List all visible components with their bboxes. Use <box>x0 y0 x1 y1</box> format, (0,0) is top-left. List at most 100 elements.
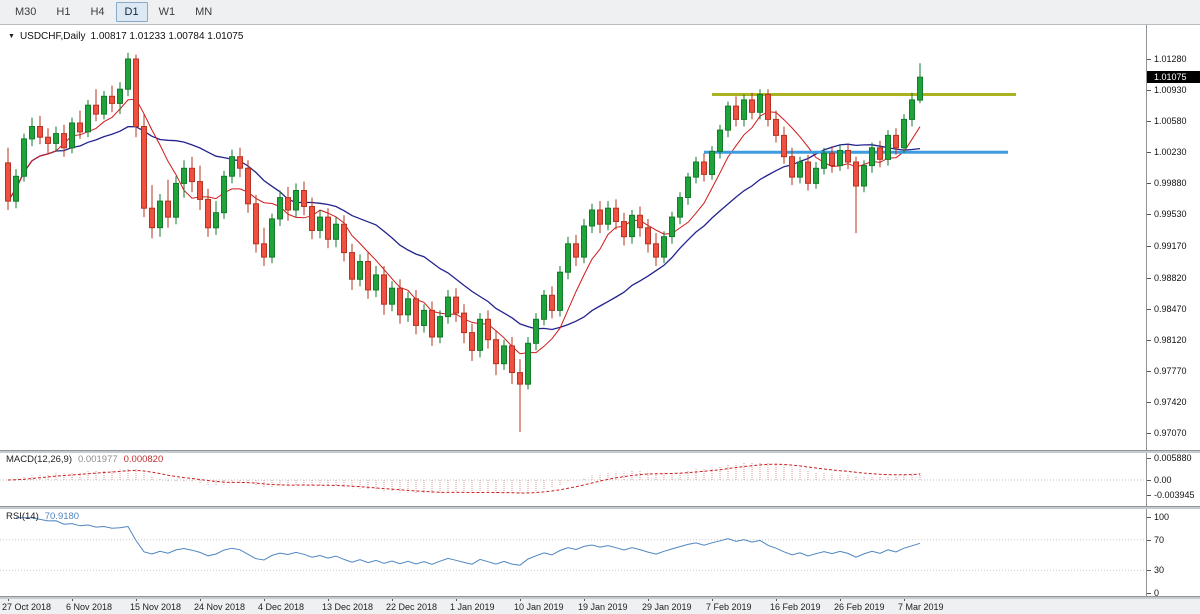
date-tick <box>520 598 521 601</box>
candle-body <box>397 287 403 316</box>
timeframe-button-d1[interactable]: D1 <box>115 2 148 22</box>
timeframe-button-h1[interactable]: H1 <box>56 6 71 18</box>
date-axis-label: 7 Feb 2019 <box>706 602 752 612</box>
date-tick <box>776 598 777 601</box>
candle-body <box>325 216 331 240</box>
date-axis-label: 16 Feb 2019 <box>770 602 821 612</box>
date-axis-label: 24 Nov 2018 <box>194 602 246 612</box>
date-axis-label: 29 Jan 2019 <box>642 602 692 612</box>
macd-axis-label: 0.00 <box>1154 475 1172 485</box>
candle-body <box>69 122 75 149</box>
timeframe-button-w1[interactable]: W1 <box>158 6 176 18</box>
candle-body <box>877 147 883 160</box>
rsi-axis-label: 100 <box>1154 512 1170 522</box>
date-axis-label: 6 Nov 2018 <box>66 602 113 612</box>
macd-signal-line <box>7 463 921 494</box>
axis-tick <box>1147 480 1151 481</box>
candle-body <box>125 58 131 90</box>
candle-body <box>301 190 307 207</box>
rsi-name: RSI(14) <box>6 511 39 522</box>
rsi-axis-label: 0 <box>1154 588 1160 598</box>
candle-body <box>741 99 747 120</box>
candle-body <box>221 175 227 214</box>
panel-divider-price-macd[interactable] <box>0 450 1200 453</box>
candle-body <box>605 207 611 225</box>
axis-tick <box>1147 458 1151 459</box>
candle-body <box>645 227 651 245</box>
price-axis[interactable]: 1.01280 1.00930 1.00580 1.00230 0.99880 0.995… <box>1146 24 1200 598</box>
candle-body <box>333 223 339 240</box>
date-tick <box>200 598 201 601</box>
price-axis-label: 0.99170 <box>1154 241 1187 252</box>
candle-body <box>469 332 475 351</box>
price-axis-label: 0.98820 <box>1154 272 1187 283</box>
price-axis-label: 1.01280 <box>1154 54 1187 64</box>
candle-body <box>853 161 859 187</box>
date-tick <box>584 598 585 601</box>
price-axis-label: 0.97070 <box>1154 427 1187 438</box>
candle-body <box>373 274 379 291</box>
candle-body <box>429 309 435 338</box>
candle-body <box>405 298 411 316</box>
candle-body <box>637 214 643 229</box>
price-axis-label: 1.00930 <box>1154 85 1187 96</box>
timeframe-button-m30[interactable]: M30 <box>15 6 37 18</box>
axis-tick <box>1147 308 1151 310</box>
axis-tick <box>1147 277 1151 279</box>
current-price-tag: 1.01075 <box>1147 71 1200 84</box>
axis-tick <box>1147 59 1151 60</box>
panel-divider-macd-rsi[interactable] <box>0 506 1200 509</box>
candle-body <box>357 261 363 280</box>
rsi-value: 70.9180 <box>44 511 80 522</box>
axis-tick <box>1147 339 1151 341</box>
date-tick <box>392 598 393 601</box>
axis-tick <box>1147 152 1151 154</box>
candle-body <box>13 175 19 202</box>
ma-slow-line <box>7 126 921 331</box>
candle-body <box>797 161 803 178</box>
macd-name: MACD(12,26,9) <box>6 454 72 465</box>
timeframe-button-mn[interactable]: MN <box>195 6 213 18</box>
candle-body <box>157 200 163 229</box>
timeframe-button-h4[interactable]: H4 <box>90 6 105 18</box>
candle-body <box>893 134 899 149</box>
candle-body <box>517 372 523 385</box>
candle-body <box>229 156 235 177</box>
candle-body <box>501 345 507 365</box>
candle-body <box>653 243 659 258</box>
candle-body <box>389 287 395 305</box>
macd-main-value: 0.001977 <box>78 454 118 465</box>
price-axis-label: 0.98120 <box>1154 334 1187 345</box>
date-axis-label: 26 Feb 2019 <box>834 602 885 612</box>
candle-body <box>165 200 171 218</box>
candle-body <box>109 95 115 104</box>
rsi-label: RSI(14) 70.9180 <box>6 511 79 522</box>
candle-body <box>533 318 539 344</box>
candle-body <box>237 156 243 169</box>
candle-body <box>117 88 123 104</box>
date-tick <box>712 598 713 601</box>
axis-tick <box>1147 593 1151 594</box>
candle-body <box>565 243 571 273</box>
date-axis-label: 7 Mar 2019 <box>898 602 944 612</box>
candle-body <box>317 216 323 231</box>
candle-body <box>189 167 195 183</box>
axis-tick <box>1147 517 1151 518</box>
candle-body <box>749 99 755 113</box>
date-axis[interactable]: 27 Oct 2018 6 Nov 2018 15 Nov 2018 24 Nov 2… <box>0 598 1200 614</box>
axis-tick <box>1147 401 1151 403</box>
candle-body <box>341 223 347 254</box>
candle-body <box>141 126 147 209</box>
candle-body <box>685 176 691 199</box>
candle-body <box>661 236 667 258</box>
panel-divider-rsi-dates[interactable] <box>0 596 1200 599</box>
price-axis-label: 0.97770 <box>1154 365 1187 376</box>
date-tick <box>8 598 9 601</box>
candle-body <box>821 152 827 169</box>
candle-body <box>557 271 563 311</box>
candle-body <box>709 150 715 175</box>
candle-body <box>101 95 107 115</box>
price-axis-label: 0.98470 <box>1154 303 1187 314</box>
candle-body <box>573 243 579 258</box>
